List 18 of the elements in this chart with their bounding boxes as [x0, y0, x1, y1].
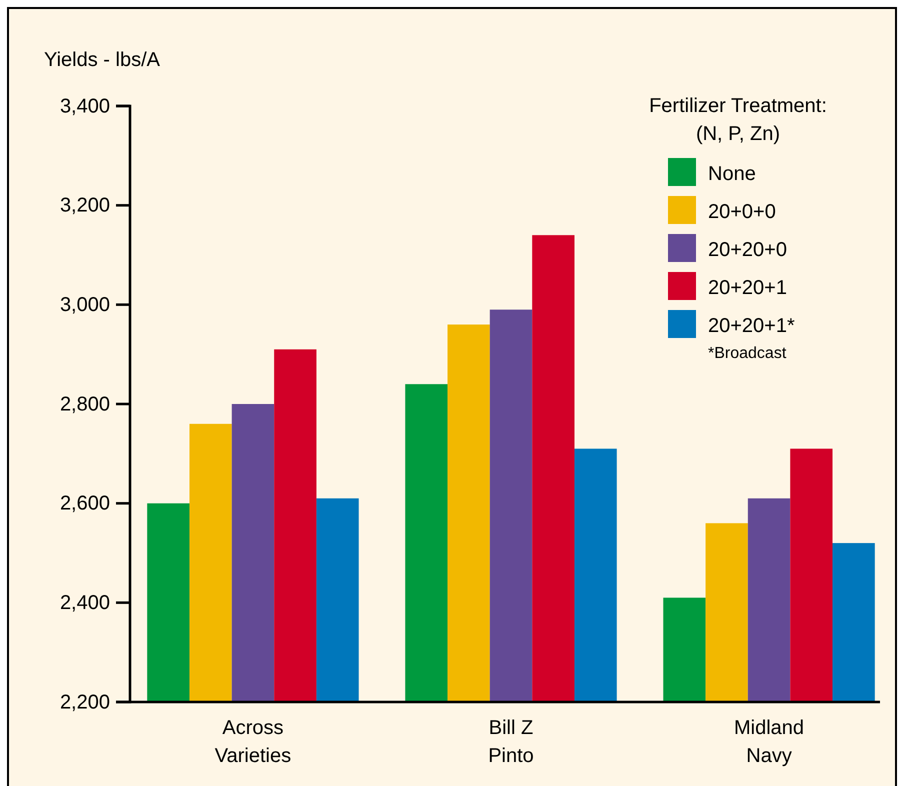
x-tick-label: Bill Z Pinto — [488, 717, 534, 767]
legend-label: 20+20+0 — [708, 239, 787, 261]
legend-title: Fertilizer Treatment: (N, P, Zn) — [649, 95, 827, 145]
x-tick-label: Midland Navy — [734, 717, 804, 767]
y-tick-label: 2,400 — [60, 592, 110, 614]
y-tick-label: 3,200 — [60, 194, 110, 217]
legend-label: None — [708, 163, 756, 185]
annotation: *Broadcast — [708, 345, 787, 362]
y-tick-label: 3,400 — [60, 95, 110, 118]
legend-label: 20+0+0 — [708, 201, 776, 223]
y-tick-label: 2,800 — [60, 393, 110, 416]
legend-label: 20+20+1* — [708, 315, 795, 337]
y-tick-label: 2,600 — [60, 492, 110, 515]
y-tick-label: 3,000 — [60, 294, 110, 316]
y-tick-label: 2,200 — [60, 691, 110, 714]
y-axis-title: Yields - lbs/A — [44, 49, 161, 71]
x-tick-label: Across Varieties — [214, 717, 292, 767]
legend-label: 20+20+1 — [708, 277, 787, 299]
